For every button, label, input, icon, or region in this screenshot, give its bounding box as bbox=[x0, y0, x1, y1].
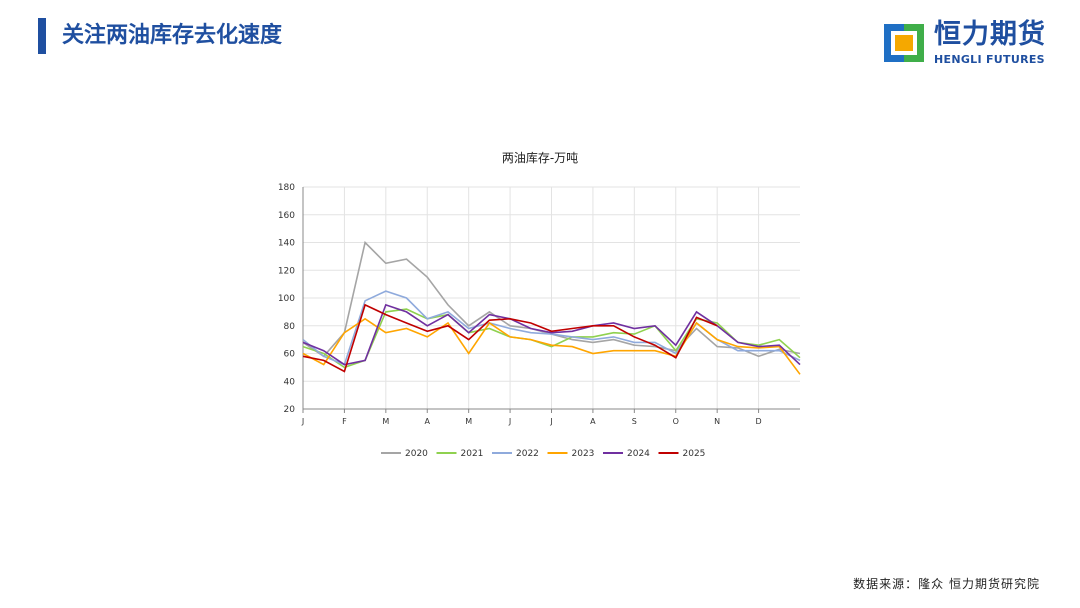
page-title: 关注两油库存去化速度 bbox=[62, 23, 283, 48]
x-tick-label: O bbox=[673, 417, 679, 426]
y-tick-label: 80 bbox=[284, 322, 296, 332]
legend-label: 2022 bbox=[516, 449, 539, 459]
x-tick-label: J bbox=[301, 417, 304, 426]
x-tick-label: A bbox=[425, 417, 431, 426]
company-logo: 恒力期货 HENGLI FUTURES bbox=[882, 19, 1052, 68]
x-tick-label: M bbox=[382, 417, 389, 426]
legend-label: 2023 bbox=[572, 449, 595, 459]
title-accent-bar bbox=[38, 18, 46, 54]
chart-title: 两油库存-万吨 bbox=[502, 150, 578, 165]
series-line-2025 bbox=[302, 303, 718, 373]
y-tick-label: 20 bbox=[284, 405, 296, 415]
logo-cn-text: 恒力期货 bbox=[934, 19, 1046, 50]
y-tick-label: 40 bbox=[284, 377, 296, 387]
x-tick-label: M bbox=[465, 417, 472, 426]
y-tick-label: 160 bbox=[278, 211, 295, 221]
legend-label: 2024 bbox=[627, 449, 650, 459]
series-line-2021 bbox=[302, 308, 801, 369]
source-note: 数据来源：隆众 恒力期货研究院 bbox=[853, 577, 1040, 591]
x-tick-label: S bbox=[632, 417, 637, 426]
x-tick-label: N bbox=[714, 417, 720, 426]
y-tick-label: 180 bbox=[278, 183, 295, 193]
y-tick-label: 140 bbox=[278, 239, 295, 249]
x-tick-label: J bbox=[549, 417, 552, 426]
legend-label: 2025 bbox=[683, 449, 706, 459]
y-tick-label: 60 bbox=[284, 350, 296, 360]
legend-label: 2021 bbox=[461, 449, 484, 459]
y-tick-label: 120 bbox=[278, 266, 295, 276]
legend-label: 2020 bbox=[405, 449, 428, 459]
x-tick-label: F bbox=[342, 417, 347, 426]
logo-mark-icon bbox=[884, 24, 924, 62]
x-tick-label: J bbox=[508, 417, 511, 426]
x-tick-label: D bbox=[755, 417, 761, 426]
logo-en-text: HENGLI FUTURES bbox=[934, 53, 1045, 66]
y-tick-label: 100 bbox=[278, 294, 295, 304]
series-line-2023 bbox=[302, 317, 801, 375]
x-tick-label: A bbox=[590, 417, 596, 426]
